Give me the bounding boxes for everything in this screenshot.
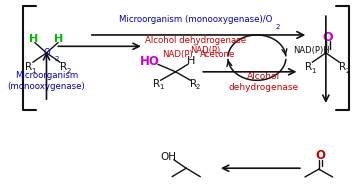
Text: ⁺: ⁺ [193,42,197,51]
Text: NAD(P)H: NAD(P)H [293,46,330,55]
Text: 2: 2 [276,24,280,30]
Text: H: H [29,34,38,44]
Text: O: O [323,31,333,44]
Text: O: O [43,48,50,57]
Text: +: + [232,40,237,45]
Text: NAD(P): NAD(P) [191,46,221,55]
Text: R: R [190,79,197,89]
Text: 2: 2 [195,84,200,90]
Text: 1: 1 [32,68,36,74]
Text: R: R [25,62,33,72]
Text: R: R [339,62,346,72]
Text: H: H [54,34,64,44]
Text: 1: 1 [159,84,164,90]
Text: H: H [187,57,196,66]
Text: Microorganism (monooxygenase)/O: Microorganism (monooxygenase)/O [119,15,272,24]
Text: Microorganism
(monooxygenase): Microorganism (monooxygenase) [8,71,85,91]
Text: O: O [315,149,326,162]
Text: 1: 1 [311,68,315,74]
Text: HO: HO [140,55,160,68]
Text: Acetone: Acetone [200,50,235,59]
Text: 2: 2 [67,68,71,74]
Text: Alcohol dehydrogenase: Alcohol dehydrogenase [145,36,246,45]
Text: R: R [154,79,160,89]
Text: NAD(P): NAD(P) [162,50,193,59]
Text: Alcohol
dehydrogenase: Alcohol dehydrogenase [229,72,299,92]
Text: OH: OH [160,152,176,162]
Text: 2: 2 [54,56,59,62]
Text: R: R [60,62,68,72]
Text: 2: 2 [345,68,350,74]
Text: R: R [305,62,312,72]
